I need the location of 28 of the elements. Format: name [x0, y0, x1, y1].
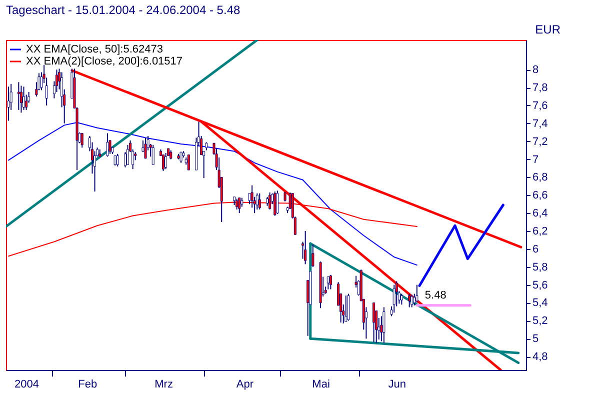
y-tick-label: 7,4	[532, 118, 548, 130]
x-tick-label: Feb	[78, 378, 98, 390]
y-tick-label: 6	[532, 243, 539, 256]
x-tick-label: 2004	[14, 378, 40, 390]
y-tick-label: 5,8	[532, 261, 548, 274]
legend-label: XX EMA[Close, 50]:5.62473	[26, 44, 163, 56]
y-tick-label: 5,2	[532, 315, 548, 328]
y-tick-label: 8	[532, 64, 539, 76]
y-tick-label: 6,8	[532, 172, 548, 184]
x-tick-label: Mai	[312, 378, 330, 390]
y-tick-label: 6,4	[532, 208, 548, 220]
y-tick-label: 7	[532, 154, 539, 166]
y-tick-label: 6,2	[532, 226, 548, 238]
y-tick-label: 5,4	[532, 297, 548, 310]
y-tick-label: 4,8	[532, 351, 548, 364]
legend-label: XX EMA(2)[Close, 200]:6.01517	[26, 56, 183, 68]
x-tick-label: Apr	[236, 378, 254, 390]
y-tick-label: 5	[532, 333, 539, 346]
y-tick-label: 7,8	[532, 82, 548, 94]
y-axis-title: EUR	[535, 22, 561, 36]
x-tick-label: Jun	[388, 378, 406, 390]
annotation: 5.48	[424, 290, 446, 302]
x-tick-label: Mrz	[154, 378, 173, 390]
y-tick-label: 6,6	[532, 190, 548, 202]
y-tick-label: 5,6	[532, 279, 548, 292]
chart-title: Tageschart - 15.01.2004 - 24.06.2004 - 5.48	[6, 3, 240, 17]
y-tick-label: 7,6	[532, 100, 548, 112]
y-tick-label: 7,2	[532, 136, 548, 148]
